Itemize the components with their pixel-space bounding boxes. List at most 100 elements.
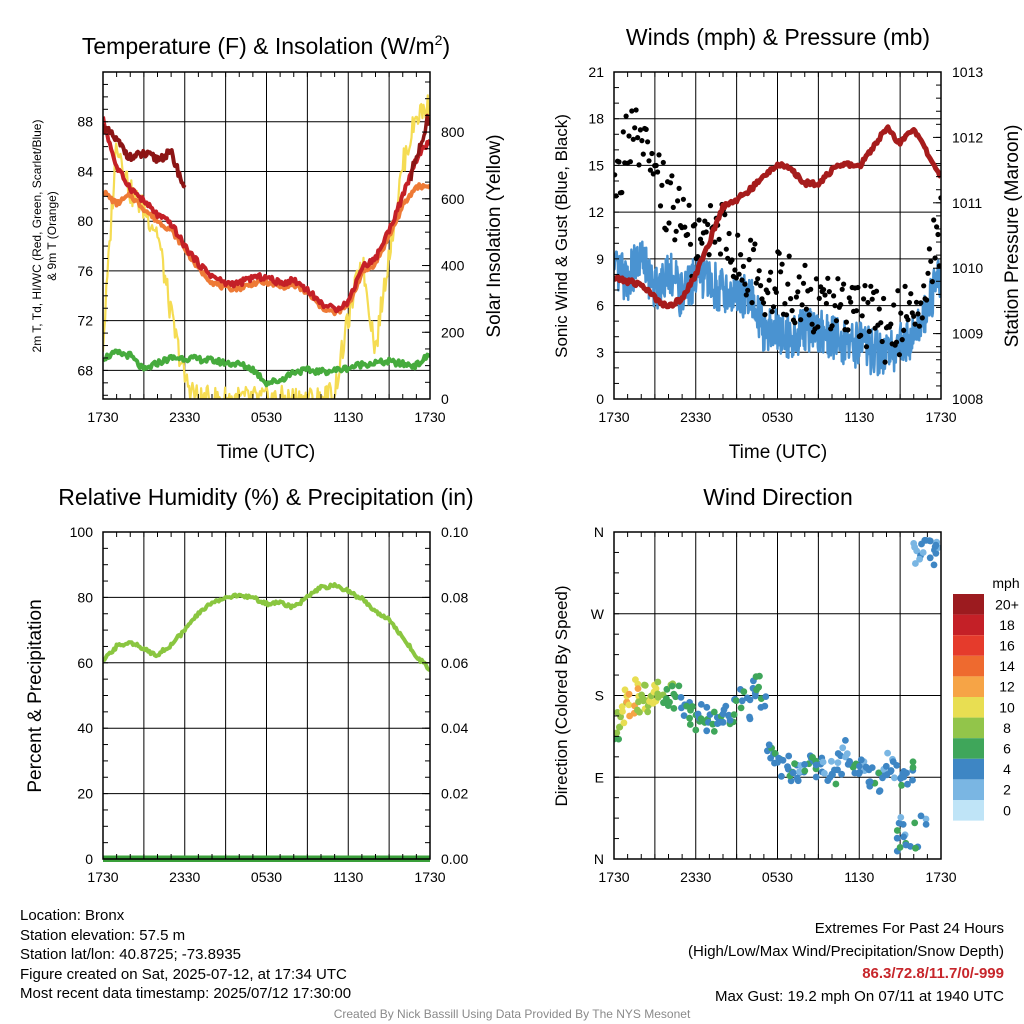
x-tick-label: 1130 [333,869,363,885]
extremes-subheading: (High/Low/Max Wind/Precipitation/Snow De… [688,942,1004,960]
wind-direction-title: Wind Direction [703,484,853,510]
x-tick-label: 0530 [762,409,793,425]
x-tick-label: 1730 [414,409,445,425]
gust-point [725,255,731,261]
direction-point [875,769,883,777]
direction-point [686,714,693,722]
gust-point [891,302,897,308]
direction-point [717,718,724,726]
location-line: Location: Bronx [20,907,125,924]
direction-point [868,764,876,771]
direction-point [677,694,685,701]
gust-point [673,228,679,234]
gust-point [748,237,754,243]
gust-point [924,297,930,303]
direction-point [889,758,897,765]
gust-point [858,332,864,338]
direction-point [801,761,808,768]
gust-point [839,286,845,292]
direction-point [670,705,678,712]
gust-point [879,338,885,345]
x-tick-label: 2330 [680,869,711,885]
gust-point [792,320,798,326]
x-tick-label: 1730 [925,409,956,425]
x-tick-label: 2330 [680,409,711,425]
legend-title: mph [992,575,1019,591]
gust-point [786,253,792,259]
y-tick-label: W [591,606,605,622]
temperature-panel: Temperature (F) & Insolation (W/m2) 1730… [30,32,505,463]
y-tick-label: 100 [70,524,94,540]
legend-label: 16 [999,638,1015,654]
gust-point [616,159,622,165]
direction-point [644,708,652,716]
gust-point [670,204,676,210]
gust-point [782,301,788,307]
direction-point [634,706,641,714]
wind-direction-panel: Wind Direction 1730 2330 0530 1130 1730 N E S W N… [552,484,1020,885]
x-tick-label: 1130 [333,409,363,425]
gust-point [696,217,702,223]
direction-point [680,712,688,719]
y2-tick-label: 1011 [952,195,982,211]
gust-point [863,344,870,350]
gust-point [936,263,941,269]
gust-point [660,159,666,166]
gust-point [765,290,771,296]
gust-point [623,113,629,119]
gust-point [766,277,772,283]
direction-point [646,698,653,705]
gust-point [723,246,729,252]
direction-point [932,549,940,557]
direction-point [857,756,865,764]
solar-ylabel: Solar Insolation (Yellow) [484,134,505,337]
gust-point [726,230,732,237]
direction-point [625,690,633,698]
y-tick-label: N [594,524,604,540]
gust-point [905,317,911,323]
gust-point [736,271,742,277]
gust-point [722,212,728,218]
direction-point [632,676,639,683]
gust-point [639,138,645,144]
gust-point [619,189,625,196]
legend-swatch [953,738,984,759]
gust-point [925,270,931,276]
pressure-series-line [614,124,941,310]
direction-point [675,682,683,690]
temp-9m-series-line [103,182,430,317]
wind-ylabel: Sonic Wind & Gust (Blue, Black) [552,114,571,358]
legend-swatch [953,697,984,718]
gust-point [822,292,828,298]
direction-point [919,549,927,556]
wind-series-line [614,240,941,377]
gust-point [838,302,844,308]
direction-point [911,819,919,827]
gust-point [735,232,741,238]
y2-tick-label: 800 [441,124,465,140]
y2-tick-label: 400 [441,258,465,274]
gust-point [640,151,646,157]
direction-point [615,735,622,743]
temperature-title: Temperature (F) & Insolation (W/m2) [82,32,450,59]
gust-point [753,280,759,286]
direction-point [882,762,890,770]
wind-direction-ylabel: Direction (Colored By Speed) [552,585,571,806]
gust-point [697,236,704,242]
gust-point [869,296,875,302]
gust-point [803,306,810,312]
direction-point [909,764,917,771]
legend-label: 2 [1003,782,1011,798]
direction-point [746,715,754,723]
winds-title: Winds (mph) & Pressure (mb) [626,24,930,50]
direction-point [917,812,925,820]
gust-point [798,317,804,323]
direction-point [779,756,787,764]
heat-index-series-line [409,113,430,182]
gust-point [915,311,921,317]
gust-point [749,300,755,306]
gust-point [821,287,827,293]
direction-point [812,773,820,781]
gust-point [931,217,937,223]
gust-point [815,324,821,330]
